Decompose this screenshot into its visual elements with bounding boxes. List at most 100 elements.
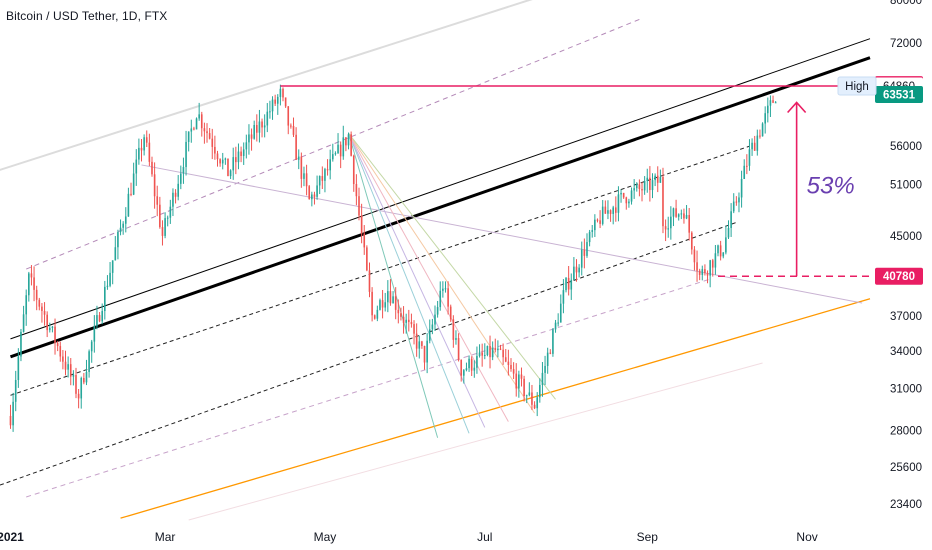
candle-body [261,121,263,128]
candle-body [460,359,463,376]
candle-body [591,230,594,232]
candle-body [185,141,187,168]
candle-body [20,331,22,357]
price-badge-label: 63531 [883,89,916,101]
parallel-lower-purple [26,278,711,498]
candle-body [324,169,326,181]
candle-body [28,273,30,296]
candle-body [200,114,203,129]
candle-body [394,296,397,310]
candle-body [138,147,140,160]
candle-body [352,155,355,185]
time-tick-label: 2021 [0,530,24,544]
candle-body [730,211,732,228]
candle-body [746,165,748,167]
candle-body [449,306,452,320]
candle-body [373,315,376,319]
time-tick-label: Jul [477,530,492,544]
candle-body [109,272,111,286]
candle-body [594,219,596,231]
candle-body [151,161,153,175]
candle-body [371,291,373,316]
candle-body [132,173,135,195]
candle-body [287,106,290,126]
candle-body [693,249,696,263]
candle-body [9,415,12,426]
candle-body [88,351,90,372]
candle-body [528,392,531,396]
candle-body [578,267,580,273]
candle-body [457,338,460,360]
candle-body [696,262,698,271]
candle-body [77,393,80,399]
candle-body [588,231,591,243]
candle-body [290,125,292,127]
candle-body [41,306,43,311]
candle-body [402,316,405,323]
time-tick-label: Mar [155,530,176,544]
candle-body [148,142,151,162]
candle-body [124,216,127,224]
candle-body [573,266,575,280]
candle-body [714,253,717,268]
candle-body [96,315,98,326]
candle-body [193,128,195,130]
candle-body [311,194,313,200]
candle-body [463,370,465,376]
candle-body [111,260,114,273]
candle-body [641,188,643,191]
high-tag-label: High [845,81,869,93]
candle-body [405,319,407,323]
candle-body [772,100,774,103]
candle-body [255,125,258,133]
candle-body [271,99,274,112]
candle-body [161,227,164,236]
candle-body [444,288,447,290]
candle-body [46,314,48,331]
candle-body [305,173,308,187]
candle-body [690,232,693,250]
candle-body [164,218,166,236]
candle-body [672,208,675,217]
candle-body [774,102,777,104]
candle-body [98,315,101,322]
candle-body [331,154,334,160]
candle-body [431,324,434,330]
candle-body [753,142,756,151]
candle-body [345,137,347,146]
candle-body [376,309,379,319]
candle-body [743,165,746,179]
candle-body [447,288,449,307]
fan-line [348,133,439,438]
candle-body [318,176,321,186]
parallel-upper-purple [26,17,643,270]
candle-body [143,137,145,151]
candle-body [601,206,604,224]
candle-body [242,149,245,156]
candle-body [596,219,599,221]
candle-body [609,210,612,214]
candlestick-series [9,84,777,432]
candle-body [33,277,35,290]
candle-body [622,192,625,198]
main-trendline [9,56,871,359]
candle-body [531,392,533,405]
candle-body [557,322,559,324]
candle-body [203,128,206,132]
price-axis: 80000 72000 56000 51000 45000 37000 34000 31000… [837,0,923,511]
price-tick-label: 23400 [890,499,922,511]
price-tick-label: 51000 [890,180,922,192]
candle-body [90,341,93,352]
falling-purple-line [141,164,863,304]
candle-body [366,247,368,271]
candle-body [704,269,706,274]
candle-body [407,319,410,323]
candle-body [662,177,664,227]
candle-body [363,233,366,248]
candle-body [30,273,33,278]
candle-body [384,302,387,308]
candle-body [51,326,54,328]
candle-body [127,193,130,217]
candle-body [421,341,423,346]
